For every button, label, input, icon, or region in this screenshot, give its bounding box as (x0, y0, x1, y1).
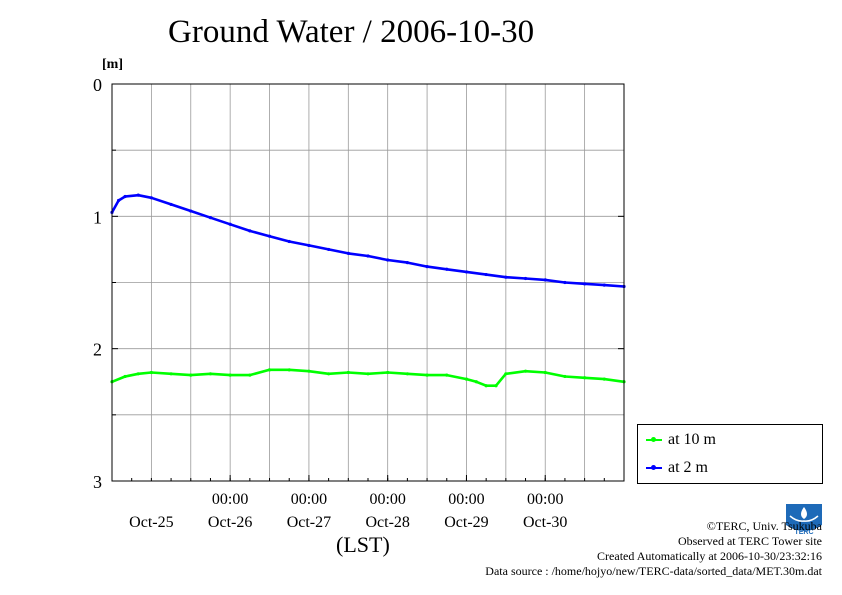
series-point (445, 267, 449, 271)
series-point (474, 380, 478, 384)
series-point (543, 278, 547, 282)
series-point (123, 374, 127, 379)
series-point (366, 254, 370, 258)
series-point (327, 247, 331, 252)
series-point (136, 193, 140, 197)
y-tick-label: 2 (93, 340, 102, 360)
series-point (116, 198, 121, 203)
series-point (484, 272, 488, 277)
series-10m (110, 368, 626, 388)
series-point (189, 373, 193, 377)
series-point (228, 373, 232, 377)
series-point (405, 372, 409, 376)
x-tick-time: 00:00 (448, 491, 484, 508)
series-2m (110, 193, 626, 289)
series-point (602, 377, 606, 381)
x-tick-date: Oct-28 (365, 514, 409, 531)
series-point (248, 229, 252, 233)
series-point (346, 251, 350, 255)
series-point (149, 196, 153, 200)
tick-layer: 0 1 2 3 00:00 00:00 00:00 00:00 00:00 Oct-25 Oct-2… (93, 75, 624, 531)
series-point (123, 194, 127, 199)
x-tick-time: 00:00 (527, 491, 563, 508)
series-point (504, 275, 508, 279)
x-tick-time: 00:00 (369, 491, 405, 508)
series-point (583, 376, 587, 380)
footer-source: Data source : /home/hojyo/new/TERC-data/… (485, 564, 822, 578)
logo-text: TERC (794, 529, 813, 536)
chart-title: Ground Water / 2006-10-30 (168, 14, 535, 50)
series-point (169, 202, 173, 207)
series-point (464, 377, 469, 381)
series-point (523, 276, 528, 281)
legend-label-2m: at 2 m (668, 459, 708, 476)
series-point (523, 369, 528, 373)
series-point (327, 372, 331, 376)
series-point (583, 282, 587, 286)
series-point (248, 373, 252, 377)
x-tick-date: Oct-27 (287, 514, 331, 531)
x-tick-date: Oct-25 (129, 514, 173, 531)
series-point (563, 280, 567, 285)
legend-label-10m: at 10 m (668, 431, 716, 448)
series-point (267, 368, 272, 372)
series-layer (110, 193, 626, 388)
y-tick-label: 0 (93, 75, 102, 95)
series-point (287, 239, 291, 244)
legend-swatch-2m (646, 465, 662, 470)
series-line (111, 368, 625, 387)
footer-copyright: ©TERC, Univ. Tsukuba (706, 519, 822, 533)
series-line (110, 193, 625, 288)
legend-swatch-10m (646, 437, 662, 442)
series-point (208, 372, 213, 376)
series-point (484, 384, 488, 388)
series-point (386, 258, 390, 262)
x-tick-date: Oct-26 (208, 514, 252, 531)
y-axis-unit: [m] (102, 57, 123, 72)
series-point (366, 372, 370, 376)
footer-created: Created Automatically at 2006-10-30/23:3… (597, 549, 822, 563)
legend-item-2m: at 2 m (638, 458, 708, 478)
x-axis-label: (LST) (336, 532, 390, 557)
series-point (307, 369, 311, 373)
series-point (149, 370, 153, 375)
legend: at 10 m at 2 m (637, 424, 823, 484)
series-point (267, 234, 272, 238)
x-tick-date: Oct-29 (444, 514, 488, 531)
footer-credits: ©TERC, Univ. Tsukuba Observed at TERC To… (485, 519, 822, 579)
series-point (307, 243, 311, 248)
series-point (445, 373, 449, 377)
series-point (405, 261, 409, 265)
x-tick-time: 00:00 (291, 491, 327, 508)
series-point (543, 370, 547, 375)
series-point (464, 270, 469, 274)
x-tick-date: Oct-30 (523, 514, 567, 531)
series-point (563, 374, 567, 379)
terc-logo-icon: TERC (786, 504, 822, 536)
grid-lines (112, 84, 624, 481)
series-point (136, 372, 140, 376)
footer-observed: Observed at TERC Tower site (677, 534, 822, 548)
y-tick-label: 1 (93, 207, 102, 227)
series-point (494, 384, 498, 388)
series-point (602, 283, 606, 287)
y-tick-label: 3 (93, 472, 102, 492)
series-point (386, 370, 390, 375)
series-point (228, 222, 232, 226)
series-point (169, 372, 173, 376)
series-point (287, 368, 291, 372)
series-point (425, 373, 429, 377)
series-point (504, 372, 508, 376)
series-point (208, 216, 213, 220)
x-tick-time: 00:00 (212, 491, 248, 508)
series-point (189, 209, 193, 213)
series-point (346, 370, 350, 375)
series-point (425, 265, 429, 269)
legend-item-10m: at 10 m (638, 430, 716, 450)
